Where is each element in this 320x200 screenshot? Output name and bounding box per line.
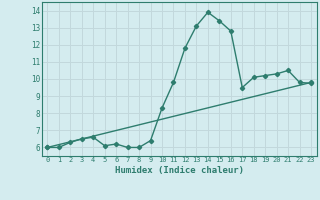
X-axis label: Humidex (Indice chaleur): Humidex (Indice chaleur) <box>115 166 244 175</box>
